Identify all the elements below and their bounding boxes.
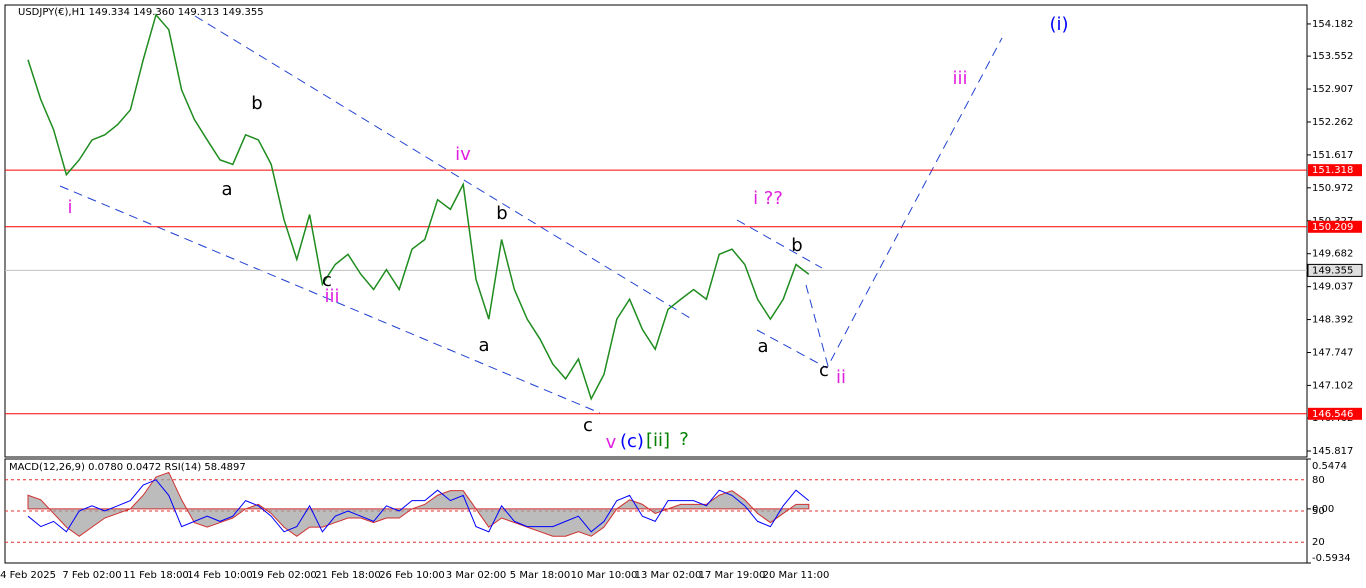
wave-label: (i): [1049, 14, 1068, 35]
rsi-line: [27, 479, 810, 533]
x-tick-label: 5 Mar 18:00: [510, 570, 570, 581]
wave-label: ii: [836, 367, 846, 388]
y2-tick-label: 20: [1312, 537, 1325, 548]
x-tick-label: 13 Mar 02:00: [635, 570, 702, 581]
wave-label: i: [67, 197, 72, 218]
wave-label: iii: [324, 286, 339, 307]
y-tick-label: 152.907: [1312, 84, 1353, 95]
y-tick-label: 0.00: [1312, 504, 1334, 515]
chart-title: USDJPY(€),H1 149.334 149.360 149.313 149…: [18, 7, 264, 18]
x-tick-label: 4 Feb 2025: [0, 570, 56, 581]
y-tick-label: 152.262: [1312, 117, 1353, 128]
wave-label: a: [478, 335, 489, 356]
level-label: 146.546: [1312, 409, 1353, 420]
wave-label: b: [496, 203, 507, 224]
level-box: [1308, 220, 1362, 233]
y-tick-label: 154.182: [1312, 19, 1353, 30]
x-tick-label: 21 Feb 18:00: [315, 570, 381, 581]
y2-tick-label: 80: [1312, 475, 1325, 486]
wave-label: b: [251, 93, 262, 114]
channel-upper: [194, 15, 691, 319]
level-label: 150.209: [1312, 222, 1353, 233]
y-tick-label: -0.5934: [1312, 553, 1351, 564]
level-box: [1308, 407, 1362, 420]
projection: [805, 37, 1003, 368]
indicator-title: MACD(12,26,9) 0.0780 0.0472 RSI(14) 58.4…: [9, 462, 246, 473]
wave-lines: [59, 15, 1003, 414]
x-tick-label: 20 Mar 11:00: [763, 570, 830, 581]
wave-label: a: [757, 336, 768, 357]
wave-label: (c): [620, 431, 644, 452]
x-tick-label: 26 Feb 10:00: [379, 570, 445, 581]
x-tick-label: 10 Mar 10:00: [571, 570, 638, 581]
x-tick-label: 17 Mar 19:00: [699, 570, 766, 581]
y-tick-label: 153.552: [1312, 51, 1353, 62]
wave-label: [ii]: [646, 430, 670, 451]
y-tick-label: 147.102: [1312, 380, 1353, 391]
wave-label: ?: [679, 429, 689, 450]
y-tick-label: 0.5474: [1312, 461, 1347, 472]
trendline: [736, 219, 823, 269]
y-tick-label: 151.617: [1312, 150, 1353, 161]
level-box: [1308, 164, 1362, 177]
y-tick-label: 147.747: [1312, 347, 1353, 358]
price-line: [27, 13, 810, 401]
y2-tick-label: 50: [1312, 506, 1325, 517]
wave-label: a: [221, 179, 232, 200]
wave-label: v: [606, 432, 617, 453]
x-tick-label: 7 Feb 02:00: [62, 570, 121, 581]
trendline: [756, 329, 828, 369]
x-tick-label: 19 Feb 02:00: [251, 570, 317, 581]
wave-label: iii: [952, 68, 967, 89]
x-tick-label: 3 Mar 02:00: [446, 570, 506, 581]
level-label: 151.318: [1312, 165, 1353, 176]
y-tick-label: 149.037: [1312, 282, 1353, 293]
last-price-box: [1307, 263, 1363, 277]
price-panel: [4, 4, 1308, 458]
wave-label: i ??: [753, 188, 783, 209]
x-tick-label: 14 Feb 10:00: [187, 570, 253, 581]
x-tick-label: 11 Feb 18:00: [123, 570, 189, 581]
wave-label: b: [791, 235, 802, 256]
y-tick-label: 149.682: [1312, 249, 1353, 260]
y-tick-label: 145.817: [1312, 446, 1353, 457]
last-price-label: 149.355: [1312, 265, 1353, 276]
wave-label: c: [322, 270, 332, 291]
wave-label: c: [819, 360, 829, 381]
y-tick-label: 148.392: [1312, 315, 1353, 326]
wave-label: iv: [455, 144, 471, 165]
channel-lower: [59, 185, 601, 414]
wave-label: c: [583, 415, 593, 436]
y-tick-label: 150.972: [1312, 183, 1353, 194]
